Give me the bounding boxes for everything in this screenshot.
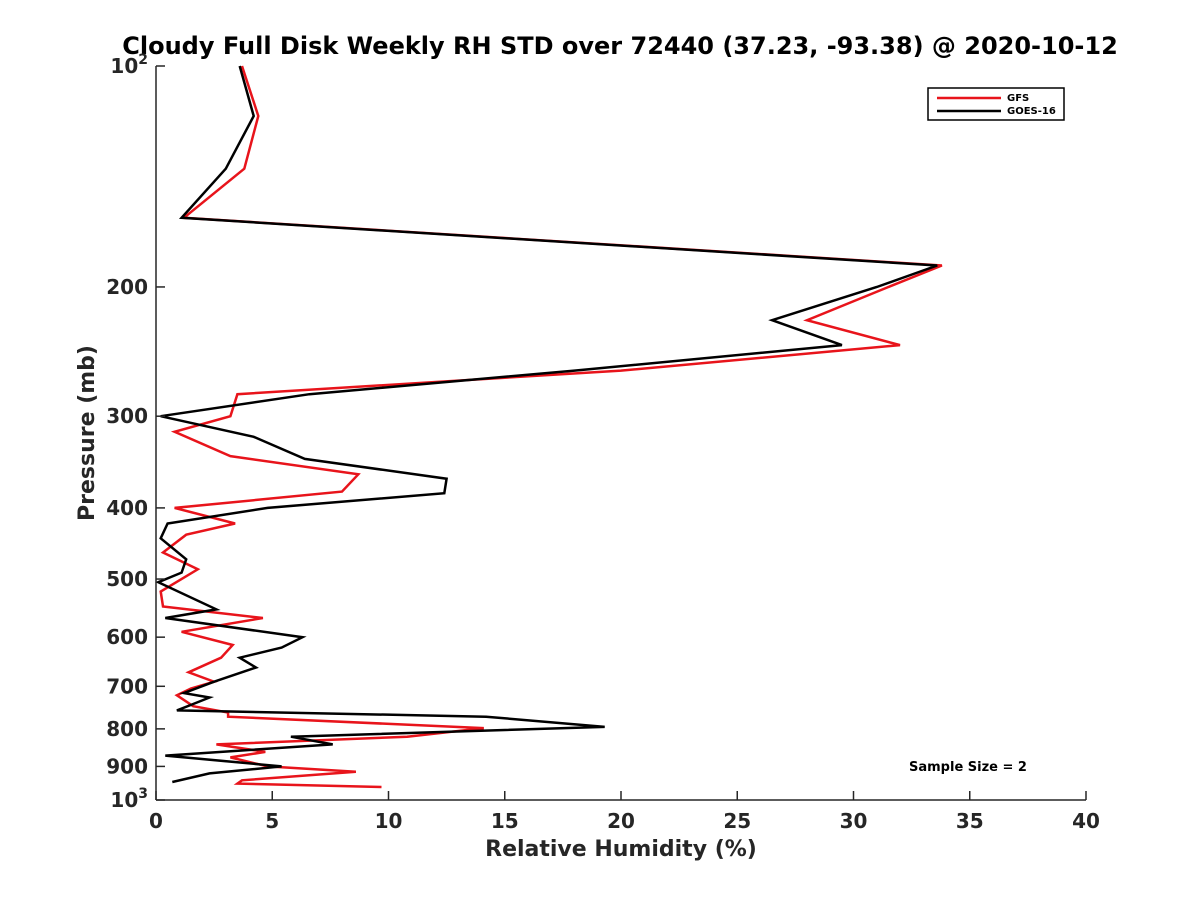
- y-axis-label: Pressure (mb): [75, 345, 100, 521]
- series-line-gfs: [159, 65, 943, 789]
- y-tick-label: 900: [106, 754, 148, 778]
- x-tick-layer: 0 5 10 15 20 25 30 35 40: [149, 791, 1100, 833]
- y-tick-label: 400: [106, 496, 148, 520]
- y-tick-label: 200: [106, 275, 148, 299]
- x-tick-label: 25: [723, 809, 751, 833]
- series-layer: [155, 65, 943, 789]
- y-tick-label: 600: [106, 625, 148, 649]
- x-axis-label: Relative Humidity (%): [485, 837, 757, 862]
- legend-label-goes-16: GOES-16: [1007, 106, 1056, 117]
- y-tick-label: 102: [110, 52, 148, 78]
- x-tick-label: 20: [607, 809, 635, 833]
- sample-size-annotation: Sample Size = 2: [909, 760, 1027, 775]
- x-tick-label: 10: [375, 809, 403, 833]
- legend-box: [927, 87, 1065, 121]
- x-tick-label: 0: [149, 809, 163, 833]
- x-tick-label: 15: [491, 809, 519, 833]
- y-tick-layer: 102 200 300 400 500 600 700 800 900 103: [106, 52, 165, 812]
- y-tick-label: 700: [106, 674, 148, 698]
- y-tick-label: 500: [106, 567, 148, 591]
- x-tick-label: 5: [265, 809, 279, 833]
- y-tick-label: 800: [106, 717, 148, 741]
- y-tick-label: 300: [106, 404, 148, 428]
- x-tick-label: 40: [1072, 809, 1100, 833]
- legend-label-gfs: GFS: [1007, 93, 1029, 104]
- y-tick-label: 103: [110, 786, 148, 812]
- plot-area: [156, 66, 1086, 800]
- x-tick-label: 30: [840, 809, 868, 833]
- chart-title: Cloudy Full Disk Weekly RH STD over 7244…: [122, 32, 1118, 60]
- series-line-goes-16: [155, 65, 938, 784]
- legend: GFS GOES-16: [927, 87, 1065, 121]
- x-tick-label: 35: [956, 809, 984, 833]
